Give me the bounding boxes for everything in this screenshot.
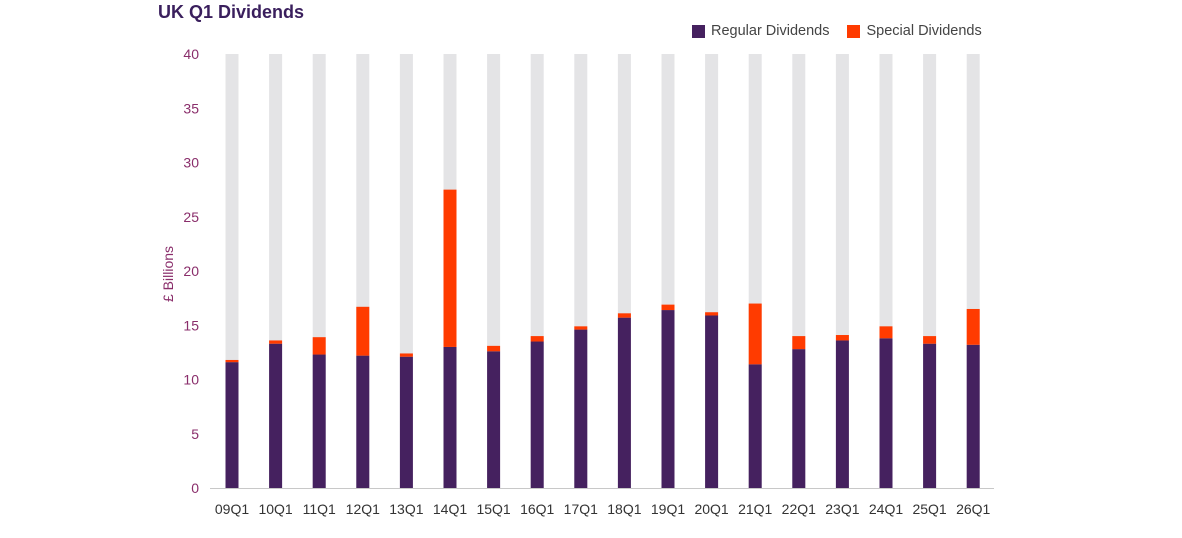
y-tick-label: 30 [183, 155, 199, 171]
bar-regular-dividends [399, 356, 413, 488]
bar-regular-dividends [966, 344, 980, 488]
x-tick-label: 19Q1 [651, 501, 685, 517]
data-bars [225, 189, 980, 488]
bar-special-dividends [312, 337, 326, 355]
x-tick-label: 13Q1 [389, 501, 423, 517]
bar-regular-dividends [530, 341, 544, 488]
legend-swatch-regular [692, 24, 705, 38]
legend-label-regular: Regular Dividends [711, 23, 830, 39]
x-tick-label: 10Q1 [258, 501, 292, 517]
background-bars [225, 54, 980, 488]
y-tick-label: 35 [183, 100, 199, 116]
x-tick-label: 26Q1 [956, 501, 990, 517]
x-tick-label: 18Q1 [607, 501, 641, 517]
legend-item-regular: Regular Dividends [692, 23, 829, 39]
bar-special-dividends [705, 312, 719, 316]
bar-regular-dividends [879, 338, 893, 488]
bar-regular-dividends [835, 340, 849, 488]
bar-special-dividends [923, 336, 937, 344]
bar-regular-dividends [574, 329, 588, 488]
y-tick-label: 20 [183, 263, 199, 279]
y-tick-label: 10 [183, 372, 199, 388]
x-tick-label: 15Q1 [476, 501, 510, 517]
y-axis-label: £ Billions [160, 246, 176, 302]
bar-special-dividends [356, 306, 370, 356]
bar-special-dividends [748, 303, 762, 365]
x-axis-ticks: 09Q1 10Q1 11Q1 12Q1 13Q1 14Q1 15Q1 16Q1 17Q1 18Q1… [215, 501, 991, 517]
bar-regular-dividends [923, 343, 937, 488]
bar-regular-dividends [487, 351, 501, 488]
bar-special-dividends [443, 189, 457, 347]
bar-regular-dividends [617, 317, 631, 488]
bar-special-dividends [225, 359, 239, 363]
bar-regular-dividends [792, 349, 806, 488]
y-axis-ticks: 0 5 10 15 20 25 30 35 40 [183, 46, 199, 496]
x-tick-label: 23Q1 [825, 501, 859, 517]
x-tick-label: 12Q1 [346, 501, 380, 517]
bar-special-dividends [661, 304, 675, 311]
chart-legend: Regular Dividends Special Dividends [692, 23, 982, 39]
bar-special-dividends [574, 326, 588, 330]
x-tick-label: 20Q1 [694, 501, 728, 517]
legend-label-special: Special Dividends [866, 23, 982, 39]
x-tick-label: 21Q1 [738, 501, 772, 517]
bar-regular-dividends [225, 362, 239, 488]
bar-special-dividends [835, 335, 849, 341]
x-tick-label: 11Q1 [303, 501, 336, 517]
y-tick-label: 40 [183, 46, 199, 62]
y-tick-label: 0 [191, 480, 199, 496]
x-tick-label: 24Q1 [869, 501, 903, 517]
bar-regular-dividends [748, 364, 762, 488]
x-tick-label: 09Q1 [215, 501, 249, 517]
y-tick-label: 15 [183, 317, 199, 333]
bar-special-dividends [879, 326, 893, 339]
bar-special-dividends [399, 353, 413, 357]
legend-swatch-special [847, 24, 861, 38]
bar-regular-dividends [705, 315, 719, 488]
bar-regular-dividends [661, 310, 675, 488]
bar-regular-dividends [312, 354, 326, 488]
bar-special-dividends [966, 308, 980, 345]
y-tick-label: 25 [183, 209, 199, 225]
chart-title: UK Q1 Dividends [158, 2, 305, 22]
bar-regular-dividends [269, 343, 283, 488]
bar-special-dividends [530, 336, 544, 342]
x-tick-label: 25Q1 [912, 501, 946, 517]
bar-special-dividends [617, 313, 631, 318]
bar-regular-dividends [443, 346, 457, 488]
legend-item-special: Special Dividends [847, 23, 982, 39]
bar-special-dividends [792, 336, 806, 350]
x-tick-label: 16Q1 [520, 501, 554, 517]
bar-regular-dividends [356, 355, 370, 488]
bar-special-dividends [487, 345, 501, 352]
bar-special-dividends [269, 340, 283, 344]
x-tick-label: 22Q1 [782, 501, 816, 517]
x-tick-label: 14Q1 [433, 501, 467, 517]
y-tick-label: 5 [191, 426, 199, 442]
x-tick-label: 17Q1 [564, 501, 598, 517]
